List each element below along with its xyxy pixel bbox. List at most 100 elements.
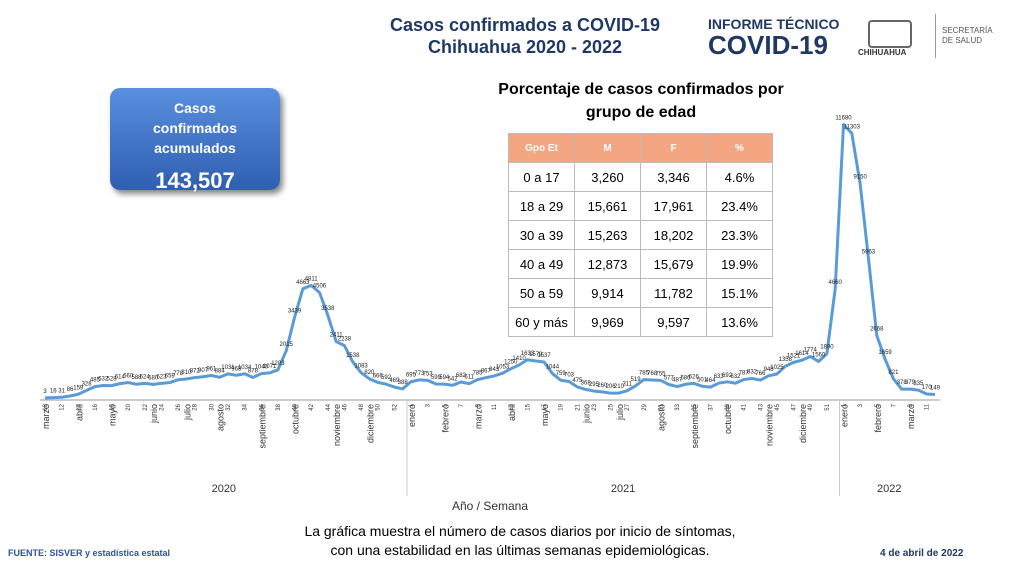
x-tick-label: 9: [476, 403, 482, 407]
cell: 9,597: [640, 307, 707, 337]
dept-1: SECRETARÍA: [942, 26, 993, 35]
x-tick-label: 13: [509, 403, 515, 410]
row: 50 a 59 9,914 11,782 15.1%: [508, 278, 773, 308]
data-label: 149: [930, 386, 941, 392]
data-label: 624: [140, 374, 151, 380]
x-tick-label: 35: [692, 403, 698, 410]
data-label: 766: [755, 371, 766, 377]
data-label: 295: [589, 382, 600, 388]
data-label: 4506: [313, 283, 327, 289]
data-label: 753: [423, 371, 434, 377]
x-tick-label: 11: [492, 403, 498, 410]
x-tick-label: 30: [209, 403, 215, 410]
x-tick-label: 37: [708, 403, 714, 410]
data-label: 961: [206, 366, 217, 372]
data-label: 599: [431, 375, 442, 381]
logo-top: INFORME TÉCNICO: [708, 16, 840, 32]
data-label: 4663: [296, 280, 310, 286]
data-label: 86: [67, 387, 74, 393]
data-label: 1031: [221, 365, 235, 371]
data-label: 31: [58, 388, 65, 394]
data-label: 159: [73, 385, 84, 391]
data-label: 614: [115, 375, 126, 381]
x-tick-label: 48: [359, 403, 365, 410]
cell: 30 a 39: [508, 220, 575, 250]
data-label: 785: [639, 371, 650, 377]
data-label: 260: [597, 383, 608, 389]
data-label: 1659: [878, 350, 892, 356]
x-tick-label: 3: [426, 403, 432, 407]
x-tick-label: 11: [925, 403, 931, 410]
divider: [935, 14, 936, 58]
x-tick-label: 38: [276, 403, 282, 410]
x-tick-label: 51: [825, 403, 831, 410]
data-label: 379: [905, 380, 916, 386]
data-label: 368: [581, 380, 592, 386]
kpi-box: Casos confirmados acumulados 143,507: [110, 88, 280, 193]
data-label: 1040: [255, 365, 269, 371]
data-label: 2411: [330, 333, 344, 339]
x-tick-label: 5: [875, 403, 881, 407]
data-label: 1614: [795, 351, 809, 357]
data-label: 943: [489, 367, 500, 373]
data-label: 469: [389, 378, 400, 384]
cell: 15,263: [574, 220, 641, 250]
x-tick-label: 47: [792, 403, 798, 410]
x-tick-label: 1: [842, 403, 848, 407]
row: 18 a 29 15,661 17,961 23.4%: [508, 191, 773, 221]
x-tick-label: 25: [609, 403, 615, 410]
data-label: 872: [190, 369, 201, 375]
cell: 18 a 29: [508, 191, 575, 221]
row: 0 a 17 3,260 3,346 4.6%: [508, 162, 773, 192]
x-tick-label: 45: [775, 403, 781, 410]
data-label: 170: [922, 385, 933, 391]
data-label: 659: [165, 374, 176, 380]
org: CHIHUAHUA: [858, 48, 907, 57]
x-tick-label: 28: [193, 403, 199, 410]
cell: 3,346: [640, 162, 707, 192]
data-label: 695: [406, 373, 417, 379]
data-label: 532: [98, 377, 109, 383]
data-label: 832: [747, 370, 758, 376]
note: La gráfica muestra el número de casos di…: [250, 522, 790, 560]
cell: 15,679: [640, 249, 707, 279]
data-label: 1410: [512, 356, 526, 362]
data-label: 1633: [521, 351, 535, 357]
row: 60 y más 9,969 9,597 13.6%: [508, 307, 773, 337]
cell: 15.1%: [706, 278, 773, 308]
kpi-value: 143,507: [155, 168, 235, 193]
data-label: 528: [107, 377, 118, 383]
source: FUENTE: SISVER y estadística estatal: [8, 548, 171, 558]
table: Gpo Et M F% 0 a 17 3,260 3,346 4.6% 18 a 29 15,6…: [508, 133, 773, 337]
cell: 23.4%: [706, 191, 773, 221]
data-label: 1044: [546, 365, 560, 371]
cell: 40 a 49: [508, 249, 575, 279]
data-label: 759: [556, 371, 567, 377]
x-tick-label: 7: [891, 403, 897, 407]
data-label: 821: [888, 370, 899, 376]
month-label: diciembre: [798, 404, 808, 443]
subtitle: Chihuahua 2020 - 2022: [427, 37, 623, 57]
month-label: diciembre: [365, 404, 375, 443]
data-label: 768: [647, 371, 658, 377]
date: 4 de abril de 2022: [880, 548, 964, 559]
data-label: 2015: [280, 342, 294, 348]
data-label: 4811: [305, 276, 319, 282]
month-label: enero: [407, 404, 417, 427]
data-label: 1560: [812, 352, 826, 358]
x-tick-label: 17: [542, 403, 548, 410]
cell: 17,961: [640, 191, 707, 221]
x-tick-label: 41: [742, 403, 748, 410]
month-label: mayo: [108, 404, 118, 426]
data-label: 3439: [288, 308, 302, 314]
x-tick-label: 39: [725, 403, 731, 410]
cell: 60 y más: [508, 307, 575, 337]
month-label: octubre: [291, 404, 301, 434]
data-label: 586: [680, 375, 691, 381]
data-label: 11680: [835, 115, 852, 121]
data-label: 2668: [870, 327, 884, 333]
cell: 3,260: [574, 162, 641, 192]
month-label: agosto: [216, 404, 226, 431]
row: 30 a 39 15,263 18,202 23.3%: [508, 220, 773, 250]
x-tick-label: 19: [559, 403, 565, 410]
